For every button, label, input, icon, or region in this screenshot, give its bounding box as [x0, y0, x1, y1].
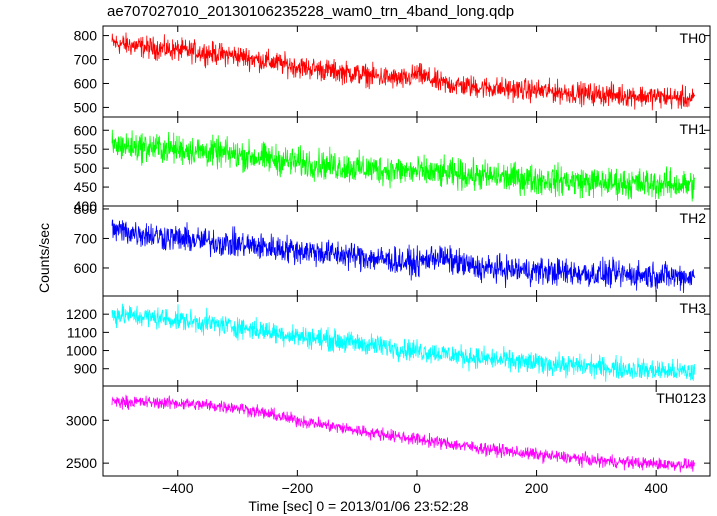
y-tick-label: 800: [74, 201, 98, 217]
y-tick-label: 500: [74, 160, 98, 176]
y-tick-label: 500: [74, 99, 98, 115]
y-tick-label: 550: [74, 141, 98, 157]
x-axis-label: Time [sec] 0 = 2013/01/06 23:52:28: [248, 498, 469, 514]
series-th0: [111, 32, 696, 111]
panel-th0: 500 600 700 800 TH0: [74, 25, 711, 118]
series-th0123: [111, 394, 696, 473]
y-tick-label: 600: [74, 260, 98, 276]
y-tick-label: 700: [74, 230, 98, 246]
y-tick-label: 900: [74, 361, 98, 377]
y-tick-label: 1100: [67, 324, 97, 340]
panel-label: TH1: [680, 121, 707, 137]
panel-label: TH2: [680, 210, 707, 226]
y-tick-label: 600: [74, 122, 98, 138]
y-tick-label: 600: [74, 75, 98, 91]
series-th1: [111, 129, 696, 202]
y-tick-label: 1200: [66, 306, 97, 322]
y-tick-label: 700: [74, 52, 98, 68]
y-tick-label: 450: [74, 179, 98, 195]
y-tick-label: 2500: [66, 455, 97, 471]
panel-th0123: 2500 3000 TH0123 −400 −200 0 200 400: [66, 385, 711, 496]
panel-th1: 400 450 500 550 600 TH1: [74, 116, 711, 214]
panel-th2: 600 700 800 TH2: [74, 201, 711, 297]
series-th3: [111, 303, 696, 382]
x-tick-label: −400: [162, 480, 194, 496]
y-tick-label: 1000: [66, 343, 97, 359]
x-tick-label: 400: [644, 480, 668, 496]
panel-th3: 900 1000 1100 1200 TH3: [66, 295, 711, 387]
y-tick-label: 800: [74, 28, 98, 44]
panel-frame: [102, 385, 711, 477]
x-tick-label: 200: [525, 480, 549, 496]
x-tick-label: −200: [282, 480, 314, 496]
panel-label: TH3: [680, 300, 707, 316]
series-th2: [111, 219, 696, 294]
panel-label: TH0123: [656, 390, 706, 406]
y-tick-label: 400: [74, 198, 98, 214]
y-tick-label: 3000: [66, 412, 97, 428]
y-axis-label: Counts/sec: [36, 222, 52, 294]
chart-title: ae707027010_20130106235228_wam0_trn_4ban…: [107, 3, 515, 20]
panel-label: TH0: [680, 30, 707, 46]
x-tick-label: 0: [413, 480, 421, 496]
panel-frame: [102, 205, 711, 297]
